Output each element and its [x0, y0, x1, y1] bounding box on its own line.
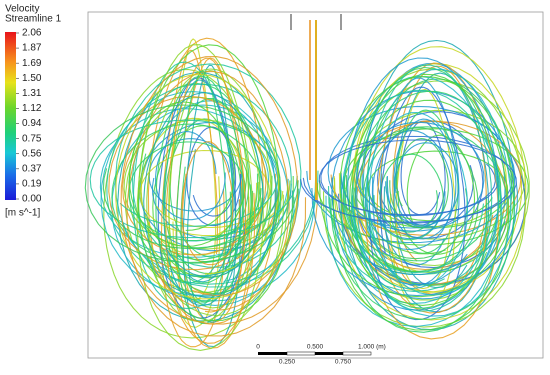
streamline: [143, 92, 276, 298]
legend-tick-label: 1.50: [22, 73, 42, 84]
streamline: [340, 66, 502, 333]
scale-bar: [315, 352, 343, 355]
scale-bar: [286, 351, 316, 356]
streamline: [108, 95, 281, 271]
colorbar: [5, 32, 16, 200]
legend-tick-label: 2.06: [22, 28, 42, 39]
streamline: [128, 101, 248, 247]
streamline: [386, 118, 457, 240]
streamline: [186, 126, 242, 227]
streamline: [385, 142, 460, 226]
streamline: [137, 44, 294, 322]
legend-subtitle: Streamline 1: [5, 14, 62, 25]
streamline: [136, 44, 264, 351]
scale-bar: [342, 351, 372, 356]
scale-label: 0: [256, 344, 260, 351]
streamline: [386, 109, 459, 254]
legend-tick-label: 0.19: [22, 179, 42, 190]
scale-bar: [258, 352, 287, 355]
streamline: [165, 57, 256, 344]
scale-label: 0.250: [279, 359, 296, 366]
streamline: [120, 56, 319, 325]
scale-label: 0.750: [335, 359, 352, 366]
streamline: [111, 104, 315, 302]
streamline: [160, 49, 226, 348]
legend-title: Velocity: [5, 4, 39, 15]
streamline: [364, 129, 454, 251]
legend-tick-label: 1.31: [22, 88, 42, 99]
legend-tick-label: 0.56: [22, 148, 42, 159]
streamline: [114, 63, 319, 288]
streamline: [330, 90, 515, 320]
legend-tick-label: 0.37: [22, 163, 42, 174]
streamline: [300, 139, 517, 223]
legend-tick-label: 0.75: [22, 133, 42, 144]
streamline: [84, 104, 299, 264]
legend-tick-label: 0.94: [22, 118, 42, 129]
scale-label: 0.500: [307, 344, 324, 351]
legend-tick-label: 1.12: [22, 103, 42, 114]
streamline: [373, 153, 444, 241]
streamline: [351, 127, 479, 272]
streamline: [155, 75, 252, 303]
legend-tick-label: 1.69: [22, 58, 42, 69]
streamline: [155, 131, 226, 221]
legend-unit: [m s^-1]: [5, 208, 40, 219]
streamline: [340, 121, 485, 232]
streamline: [345, 78, 513, 286]
legend-tick-label: 1.87: [22, 43, 42, 54]
streamline: [356, 68, 512, 317]
scale-label: 1.000 (m): [358, 344, 386, 351]
streamline: [181, 141, 241, 266]
legend-tick-label: 0.00: [22, 194, 42, 205]
streamline: [397, 134, 476, 255]
streamline: [128, 141, 262, 242]
streamline: [168, 70, 260, 309]
streamline: [319, 75, 515, 298]
streamline: [327, 89, 500, 292]
domain-box: [87, 11, 544, 359]
